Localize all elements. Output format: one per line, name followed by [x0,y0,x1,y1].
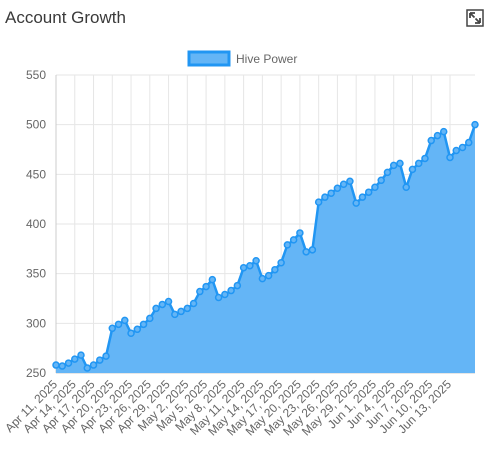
data-point[interactable] [171,310,179,319]
y-tick-label: 450 [26,167,46,181]
series-area [56,124,475,374]
chart-title: Account Growth [5,8,126,27]
data-point[interactable] [208,275,217,284]
data-point[interactable] [433,131,442,140]
data-point[interactable] [289,236,298,244]
y-tick-label: 400 [26,217,46,231]
data-point[interactable] [221,290,229,299]
data-point[interactable] [102,352,110,360]
data-point[interactable] [127,329,135,338]
data-point[interactable] [164,297,173,306]
data-point[interactable] [64,359,73,367]
y-tick-label: 500 [26,118,46,132]
data-point[interactable] [233,281,242,290]
data-point[interactable] [152,304,160,313]
data-point[interactable] [427,136,435,145]
data-point[interactable] [146,314,154,323]
data-point[interactable] [389,161,398,170]
data-point[interactable] [383,168,392,177]
data-point[interactable] [264,271,273,280]
data-point[interactable] [296,229,304,237]
data-point[interactable] [421,154,429,163]
legend-swatch [187,50,231,67]
data-point[interactable] [139,320,148,329]
data-point[interactable] [108,324,117,333]
data-point[interactable] [196,287,204,296]
data-point[interactable] [346,177,354,186]
data-point[interactable] [96,356,104,364]
data-point[interactable] [302,248,310,256]
data-point[interactable] [158,300,167,309]
data-point[interactable] [77,351,85,359]
data-point[interactable] [308,246,317,254]
data-point[interactable] [214,293,223,302]
data-point[interactable] [246,261,254,270]
data-point[interactable] [464,138,473,147]
data-point[interactable] [133,325,142,334]
data-point[interactable] [364,188,373,196]
data-point[interactable] [177,307,185,316]
data-point[interactable] [446,153,454,162]
data-point[interactable] [314,198,323,206]
expand-icon[interactable] [466,9,484,27]
data-point[interactable] [283,241,292,249]
data-point[interactable] [402,183,410,191]
y-tick-label: 550 [26,68,46,82]
data-point[interactable] [333,184,342,192]
data-point[interactable] [471,120,479,129]
data-point[interactable] [352,199,360,207]
data-point[interactable] [321,193,329,201]
y-tick-label: 250 [26,366,46,380]
data-point[interactable] [439,127,448,136]
data-point[interactable] [396,159,404,168]
data-point[interactable] [227,286,235,295]
data-point[interactable] [277,258,285,267]
data-point[interactable] [408,165,417,174]
data-point[interactable] [358,193,367,201]
data-point[interactable] [83,364,92,372]
data-point[interactable] [52,361,60,369]
data-point[interactable] [414,159,423,168]
plot-area [52,120,479,374]
data-point[interactable] [89,361,98,369]
y-axis: 250 300 350 400 450 500 550 [26,68,46,380]
data-point[interactable] [239,263,248,272]
y-tick-label: 350 [26,267,46,281]
legend-label: Hive Power [236,52,297,66]
data-point[interactable] [183,304,192,313]
y-tick-label: 300 [26,316,46,330]
data-point[interactable] [71,355,79,363]
data-point[interactable] [452,146,460,155]
data-point[interactable] [327,189,335,197]
data-point[interactable] [121,316,129,325]
data-point[interactable] [339,180,348,189]
legend[interactable]: Hive Power [187,50,297,67]
data-point[interactable] [114,320,123,329]
data-point[interactable] [189,299,198,308]
data-point[interactable] [202,282,210,291]
data-point[interactable] [458,143,467,152]
data-point[interactable] [258,274,267,283]
data-point[interactable] [271,265,279,274]
data-point[interactable] [371,183,379,191]
data-point[interactable] [377,176,385,185]
data-point[interactable] [252,257,260,265]
data-point[interactable] [58,362,67,370]
